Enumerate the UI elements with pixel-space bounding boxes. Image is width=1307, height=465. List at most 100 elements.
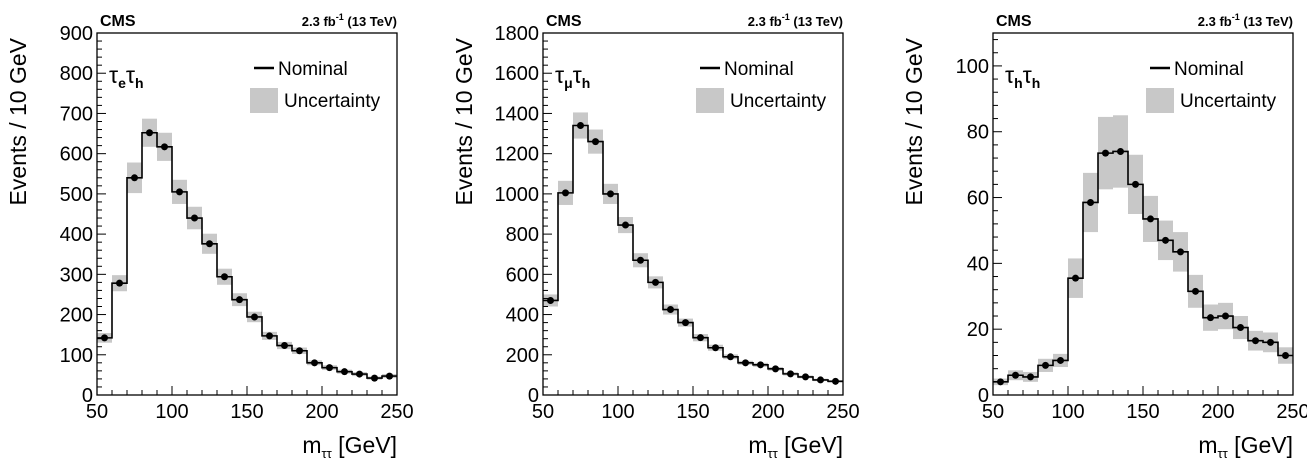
legend-uncertainty-swatch bbox=[250, 88, 278, 113]
luminosity-prefix: 2.3 fb bbox=[748, 14, 782, 29]
channel-sub-1: e bbox=[118, 75, 126, 91]
data-point bbox=[221, 273, 228, 281]
data-point bbox=[1087, 198, 1094, 206]
chart-panel-2: 50 100 150 200 250 0 200 400 600 800 1000 1200 1400 1… bbox=[451, 12, 860, 461]
channel-tau-1: τ bbox=[1005, 62, 1014, 88]
y-tick-label: 200 bbox=[60, 305, 93, 327]
marker-group bbox=[101, 129, 393, 382]
legend: Nominal Uncertainty bbox=[250, 59, 381, 113]
x-axis-label: mττ [GeV] bbox=[1198, 432, 1293, 461]
x-tick-label: 250 bbox=[1276, 401, 1307, 423]
channel-label: τhτh bbox=[1005, 62, 1040, 91]
data-point bbox=[1012, 371, 1019, 379]
data-point bbox=[206, 240, 213, 248]
luminosity-label: 2.3 fb-1 (13 TeV) bbox=[302, 12, 397, 29]
data-point bbox=[191, 214, 198, 222]
data-point bbox=[817, 376, 824, 384]
x-tick-label: 50 bbox=[532, 401, 554, 423]
y-tick-label: 20 bbox=[967, 319, 989, 341]
data-point bbox=[592, 138, 599, 146]
experiment-label: CMS bbox=[546, 13, 582, 30]
data-point bbox=[1132, 180, 1139, 188]
y-tick-label: 400 bbox=[60, 224, 93, 246]
data-point bbox=[562, 189, 569, 197]
data-point bbox=[742, 359, 749, 367]
chart-panel-1: 50 100 150 200 250 0 100 200 300 400 500 600 700 800 9… bbox=[5, 12, 414, 461]
data-point bbox=[772, 365, 779, 373]
y-tick-label: 0 bbox=[978, 385, 989, 407]
data-point bbox=[1027, 373, 1034, 381]
data-point bbox=[1072, 274, 1079, 282]
data-point bbox=[1117, 147, 1124, 155]
x-tick-label: 250 bbox=[380, 401, 413, 423]
x-tick-label: 50 bbox=[86, 401, 108, 423]
y-tick-label: 1400 bbox=[495, 103, 540, 125]
luminosity-label: 2.3 fb-1 (13 TeV) bbox=[1198, 12, 1293, 29]
uncertainty-band bbox=[543, 112, 843, 383]
luminosity-exponent: -1 bbox=[336, 12, 344, 22]
data-point bbox=[712, 344, 719, 352]
luminosity-suffix: (13 TeV) bbox=[344, 14, 397, 29]
x-tick-label: 100 bbox=[155, 401, 188, 423]
y-tick-label: 100 bbox=[60, 345, 93, 367]
y-axis-label: Events / 10 GeV bbox=[451, 37, 477, 205]
legend-uncertainty-swatch bbox=[696, 88, 724, 113]
nominal-step-line bbox=[97, 131, 397, 379]
data-point bbox=[356, 370, 363, 378]
data-point bbox=[577, 122, 584, 130]
y-tick-label: 60 bbox=[967, 188, 989, 210]
data-point bbox=[236, 296, 243, 304]
data-point bbox=[1222, 312, 1229, 320]
data-point bbox=[1042, 361, 1049, 369]
data-point bbox=[386, 372, 393, 380]
data-point bbox=[311, 359, 318, 367]
x-axis-label-sub: ττ bbox=[768, 446, 779, 461]
channel-label: τeτh bbox=[109, 62, 144, 91]
data-point bbox=[161, 143, 168, 151]
data-point bbox=[787, 370, 794, 378]
data-point bbox=[622, 221, 629, 229]
channel-tau-1: τ bbox=[109, 62, 118, 88]
data-point bbox=[997, 378, 1004, 386]
data-point bbox=[116, 279, 123, 287]
data-point bbox=[1057, 356, 1064, 364]
legend: Nominal Uncertainty bbox=[696, 59, 827, 113]
x-axis-label-var: m bbox=[748, 432, 767, 458]
channel-label: τμτh bbox=[555, 62, 590, 91]
y-tick-label: 500 bbox=[60, 184, 93, 206]
data-point bbox=[101, 334, 108, 342]
y-tick-label: 0 bbox=[528, 385, 539, 407]
data-point bbox=[667, 306, 674, 314]
y-axis-label: Events / 10 GeV bbox=[5, 37, 31, 205]
data-point bbox=[1252, 337, 1259, 345]
channel-sub-2: h bbox=[1032, 75, 1041, 91]
legend-uncertainty-swatch bbox=[1146, 88, 1174, 113]
data-point bbox=[637, 256, 644, 264]
y-tick-label: 700 bbox=[60, 103, 93, 125]
channel-tau-2: τ bbox=[573, 62, 582, 88]
y-tick-label: 100 bbox=[956, 56, 989, 78]
legend-nominal-label: Nominal bbox=[724, 59, 794, 80]
x-tick-label: 150 bbox=[230, 401, 263, 423]
channel-sub-1: μ bbox=[564, 75, 573, 91]
y-tick-label: 1200 bbox=[495, 144, 540, 166]
luminosity-prefix: 2.3 fb bbox=[302, 14, 336, 29]
luminosity-exponent: -1 bbox=[782, 12, 790, 22]
x-axis-label-sub: ττ bbox=[1218, 446, 1229, 461]
data-point bbox=[371, 374, 378, 382]
data-point bbox=[697, 334, 704, 342]
data-point bbox=[131, 174, 138, 182]
luminosity-suffix: (13 TeV) bbox=[790, 14, 843, 29]
x-axis-label-unit: [GeV] bbox=[332, 432, 397, 458]
y-axis-label: Events / 10 GeV bbox=[901, 37, 927, 205]
x-axis-label-var: m bbox=[1198, 432, 1217, 458]
legend-nominal-label: Nominal bbox=[1174, 59, 1244, 80]
luminosity-suffix: (13 TeV) bbox=[1240, 14, 1293, 29]
legend: Nominal Uncertainty bbox=[1146, 59, 1277, 113]
y-tick-label: 40 bbox=[967, 253, 989, 275]
x-axis-label-var: m bbox=[302, 432, 321, 458]
marker-group bbox=[547, 122, 839, 385]
data-point bbox=[1102, 149, 1109, 157]
experiment-label: CMS bbox=[100, 13, 136, 30]
